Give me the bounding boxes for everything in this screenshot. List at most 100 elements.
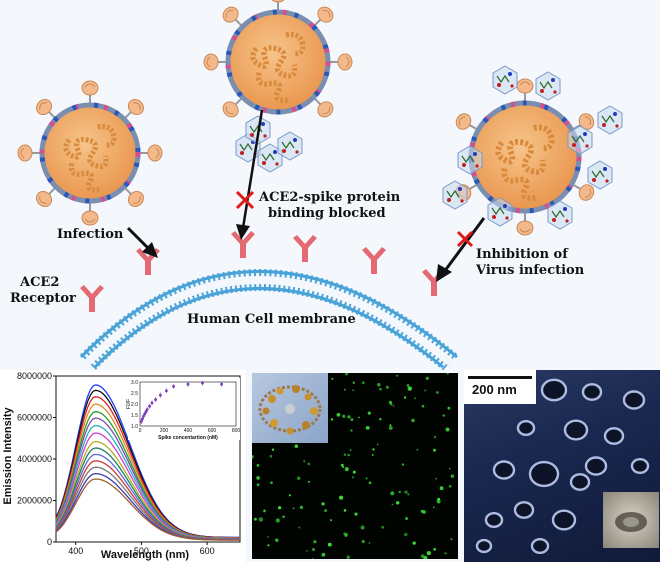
nanoparticle-cluster-icon: [235, 115, 303, 173]
mechanism-diagram: [17, 0, 623, 370]
emission-chart-panel: 400 500 600 0 2000000 4000000 6000000 8000000 0…: [0, 370, 246, 562]
fluorescent-dot: [361, 381, 365, 385]
virus-particle-ring: [622, 390, 646, 410]
fluorescent-dot: [404, 490, 408, 494]
fluorescent-dot: [391, 503, 394, 506]
fluorescent-dot: [372, 448, 375, 451]
cell-membrane: [79, 269, 458, 370]
fluorescent-dot: [416, 448, 419, 451]
fluorescent-dot: [390, 403, 393, 406]
virus-particle-ring: [584, 456, 608, 476]
inset-x-tick-label: 400: [184, 428, 193, 434]
fluorescent-dot: [396, 501, 400, 505]
fluorescent-dot: [436, 499, 441, 504]
tem-micrograph: 200 nm: [464, 370, 660, 562]
inset-y-axis-label: F0/F: [126, 399, 132, 409]
virus-icon: [17, 80, 163, 226]
fluorescent-dot: [403, 396, 407, 399]
fluorescent-dot: [388, 400, 392, 404]
fluorescent-dot: [307, 462, 311, 466]
inset-data-point: [186, 382, 190, 386]
virus-particle-ring: [516, 420, 536, 437]
fluorescent-dot: [349, 449, 352, 451]
fluorescent-dot: [275, 518, 280, 523]
fluorescent-dot: [342, 466, 345, 469]
inset-data-point: [148, 404, 152, 408]
fluorescent-dot: [307, 480, 310, 483]
fluorescent-dot: [330, 418, 334, 421]
fluorescent-dot: [358, 416, 360, 419]
inset-chart: 0 200 400 600 800 1.0 1.5 2.0 2.5 3.0 Spike concen…: [126, 378, 240, 441]
fluorescent-dot: [303, 460, 306, 463]
virus-particle-ring: [540, 378, 568, 402]
x-tick-label: 600: [200, 546, 215, 556]
inhibition-label-line2: Virus infection: [476, 263, 585, 278]
fluorescent-dot: [352, 381, 355, 384]
fluorescent-dot: [321, 552, 326, 557]
fluorescent-dot: [388, 426, 393, 430]
ace2-receptor-icon: [362, 247, 386, 274]
fluorescent-dot: [448, 467, 451, 470]
virus-particle-ring: [551, 509, 577, 531]
fluorescent-dot: [367, 411, 371, 415]
fluorescent-dot: [405, 517, 409, 520]
fluorescent-dot: [447, 406, 451, 410]
inset-data-point: [150, 401, 154, 405]
virus-particle-ring: [581, 383, 603, 401]
ace2-receptor-icon: [80, 285, 104, 312]
fluorescent-dot: [298, 526, 301, 529]
fluorescent-dot: [424, 389, 427, 392]
fluorescent-dot: [435, 477, 438, 480]
fluorescent-dots-image: [252, 373, 455, 559]
arrow-icon: [236, 109, 264, 240]
fluorescent-dot: [350, 429, 353, 432]
fluorescent-dot: [342, 414, 346, 418]
fluorescent-dot: [371, 454, 374, 456]
inset-x-tick-label: 0: [139, 428, 142, 434]
virus-particle-ring: [530, 537, 550, 554]
fluorescent-dot: [420, 554, 425, 558]
fluorescent-dot: [288, 494, 291, 497]
fluorescent-dot: [389, 424, 392, 427]
fluorescent-dot: [439, 486, 444, 491]
fluorescent-dot: [311, 557, 314, 559]
fluorescent-dot: [404, 532, 408, 537]
virus-particle-ring: [492, 460, 516, 480]
inset-x-axis-label: Spike concentartion (nM): [158, 435, 218, 441]
fluorescent-dot: [432, 506, 435, 509]
fluorescent-dot: [401, 463, 404, 466]
virus-particle-ring: [603, 427, 625, 445]
fluorescent-dot: [379, 418, 382, 421]
fluorescence-micrograph: [252, 373, 458, 559]
inset-data-point: [159, 393, 162, 397]
inset-y-tick-label: 2.5: [131, 391, 138, 397]
inset-data-point: [139, 420, 143, 423]
fluorescent-dot: [256, 476, 260, 480]
fluorescent-dot: [256, 483, 260, 487]
fluorescent-dot: [270, 481, 273, 484]
nanoparticle-cluster-image: [258, 385, 322, 435]
fluorescent-dot: [313, 540, 317, 544]
emission-series-line: [55, 424, 240, 540]
inset-data-point: [154, 398, 158, 401]
ace2-label-line1: ACE2: [20, 275, 60, 290]
fluorescent-dot: [275, 538, 279, 542]
fluorescent-dot: [347, 453, 350, 457]
fluorescent-dot: [436, 391, 439, 394]
fluorescent-dot: [407, 386, 412, 391]
inset-data-point: [172, 385, 176, 388]
fluorescent-dot: [294, 444, 299, 448]
fluorescent-dot: [390, 491, 395, 496]
fluorescent-dot: [336, 412, 341, 417]
fluorescent-dot: [263, 509, 266, 513]
virus-particle-ring: [528, 460, 560, 488]
inset-y-tick-label: 2.0: [131, 402, 138, 408]
scale-bar: [468, 376, 532, 379]
infection-label: Infection: [57, 227, 124, 242]
inset-data-point: [220, 382, 224, 386]
fluorescent-dot: [343, 532, 347, 536]
virus-particle-ring: [475, 538, 493, 554]
virus-particle-ring: [630, 457, 650, 474]
fluorescent-dot: [445, 427, 450, 432]
fluorescent-dot: [269, 454, 273, 458]
